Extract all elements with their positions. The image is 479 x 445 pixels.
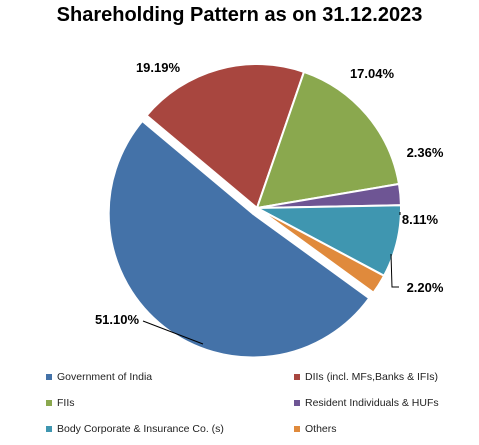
legend-label: FIIs [57, 397, 75, 409]
legend-swatch [294, 374, 300, 380]
data-label-5: 2.20% [407, 280, 444, 295]
legend-swatch [46, 400, 52, 406]
legend-label: Resident Individuals & HUFs [305, 397, 439, 409]
chart-title: Shareholding Pattern as on 31.12.2023 [56, 4, 423, 26]
legend-label: Others [305, 423, 337, 435]
pie-slice-0 [107, 119, 371, 359]
pie-slice-1 [145, 63, 306, 210]
legend: Government of India DIIs (incl. MFs,Banks… [0, 366, 479, 445]
leader-line-5 [390, 253, 399, 288]
pie-slice-2 [255, 70, 401, 210]
legend-label: Government of India [57, 371, 153, 383]
legend-item-4: Body Corporate & Insurance Co. (s) [46, 423, 224, 435]
data-label-3: 2.36% [407, 145, 444, 160]
legend-item-5: Others [294, 423, 337, 435]
data-label-1: 19.19% [136, 60, 181, 75]
legend-swatch [46, 374, 52, 380]
legend-swatch [294, 400, 300, 406]
data-label-0: 51.10% [95, 312, 140, 327]
data-label-4: 8.11% [402, 212, 439, 227]
legend-item-2: FIIs [46, 397, 75, 409]
legend-label: Body Corporate & Insurance Co. (s) [57, 423, 224, 435]
legend-item-1: DIIs (incl. MFs,Banks & IFIs) [294, 371, 438, 383]
legend-swatch [46, 426, 52, 432]
legend-item-0: Government of India [46, 371, 152, 383]
legend-item-3: Resident Individuals & HUFs [294, 397, 439, 409]
data-label-2: 17.04% [350, 66, 395, 81]
legend-swatch [294, 426, 300, 432]
pie-slice-5 [256, 207, 386, 295]
leader-line-0 [142, 320, 204, 345]
legend-label: DIIs (incl. MFs,Banks & IFIs) [305, 371, 439, 383]
